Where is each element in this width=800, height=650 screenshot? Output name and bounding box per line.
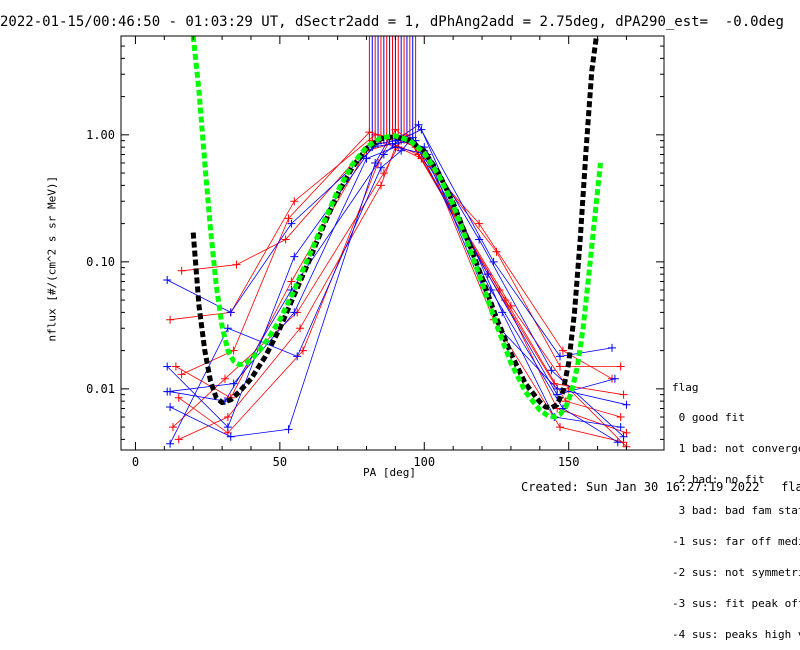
- data-point-red: [220, 374, 229, 383]
- series-line-blue: [169, 136, 619, 444]
- plot-frame: [120, 35, 665, 451]
- data-point-red: [298, 346, 307, 355]
- series-line-red: [181, 131, 621, 418]
- data-point-blue: [166, 439, 175, 448]
- data-point-blue: [226, 432, 235, 441]
- data-point-red: [177, 266, 186, 275]
- legend-item: 2 bad: no fit: [672, 473, 765, 487]
- data-point-blue: [284, 425, 293, 434]
- data-point-blue: [616, 423, 625, 432]
- x-tick-label: 150: [558, 455, 580, 469]
- plot-area: [163, 36, 631, 450]
- data-point-red: [177, 370, 186, 379]
- data-point-red: [556, 423, 565, 432]
- data-point-blue: [376, 163, 385, 172]
- data-point-red: [174, 435, 183, 444]
- data-point-blue: [619, 432, 628, 441]
- chart-title: 2022-01-15/00:46:50 - 01:03:29 UT, dSect…: [0, 14, 784, 30]
- data-point-red: [284, 214, 293, 223]
- fit-curve-green: [190, 36, 603, 420]
- data-point-red: [290, 197, 299, 206]
- legend-item: -3 sus: fit peak off 90: [672, 596, 800, 610]
- legend-title: flag: [672, 380, 699, 394]
- legend-item: 1 bad: not converge: [672, 442, 800, 456]
- data-point-blue: [622, 400, 631, 409]
- data-point-blue: [223, 423, 232, 432]
- data-point-red: [616, 413, 625, 422]
- data-point-blue: [290, 252, 299, 261]
- data-point-red: [475, 219, 484, 228]
- data-point-blue: [163, 387, 172, 396]
- data-point-blue: [293, 352, 302, 361]
- data-point-red: [174, 393, 183, 402]
- data-point-blue: [290, 308, 299, 317]
- data-point-blue: [226, 308, 235, 317]
- data-point-blue: [489, 257, 498, 266]
- legend-item: -1 sus: far off median: [672, 535, 800, 549]
- y-tick-label: 1.00: [86, 128, 115, 142]
- data-point-blue: [414, 120, 423, 129]
- data-point-red: [556, 362, 565, 371]
- data-point-red: [168, 423, 177, 432]
- data-point-blue: [163, 275, 172, 284]
- data-point-blue: [371, 159, 380, 168]
- data-point-red: [391, 125, 400, 134]
- data-point-red: [616, 362, 625, 371]
- data-point-blue: [475, 235, 484, 244]
- data-point-red: [558, 346, 567, 355]
- data-point-blue: [547, 366, 556, 375]
- data-point-red: [296, 324, 305, 333]
- y-tick-label: 0.10: [86, 255, 115, 269]
- fit-curve-black: [190, 36, 599, 411]
- series-line-red: [170, 134, 621, 367]
- data-point-red: [287, 277, 296, 286]
- data-point-blue: [163, 362, 172, 371]
- x-axis-label: PA [deg]: [363, 466, 416, 479]
- data-point-red: [619, 390, 628, 399]
- series-line-blue: [167, 124, 613, 357]
- data-point-red: [229, 346, 238, 355]
- data-point-red: [281, 235, 290, 244]
- chart-canvas: 0 50 100 150 0.01 0.10 1.00: [86, 35, 665, 469]
- x-tick-label: 100: [413, 455, 435, 469]
- data-point-blue: [610, 374, 619, 383]
- y-tick-label: 0.01: [86, 382, 115, 396]
- data-point-red: [365, 128, 374, 137]
- data-point-red: [506, 301, 515, 310]
- data-point-red: [379, 169, 388, 178]
- data-point-blue: [229, 379, 238, 388]
- created-footer: Created: Sun Jan 30 16:27:19 2022 flag =…: [521, 480, 800, 494]
- legend-item: -4 sus: peaks high vs 90: [672, 627, 800, 641]
- data-point-red: [171, 362, 180, 371]
- data-point-blue: [553, 384, 562, 393]
- data-point-blue: [287, 219, 296, 228]
- legend-item: 3 bad: bad fam stat: [672, 504, 800, 518]
- data-point-red: [492, 247, 501, 256]
- data-point-blue: [613, 438, 622, 447]
- data-point-blue: [391, 143, 400, 152]
- data-point-blue: [556, 352, 565, 361]
- x-tick-label: 0: [132, 455, 139, 469]
- legend-item: 0 good fit: [672, 411, 745, 425]
- data-point-blue: [608, 343, 617, 352]
- data-point-red: [223, 413, 232, 422]
- y-axis-label: nflux [#/(cm^2 s sr MeV)]: [45, 175, 59, 342]
- data-point-red: [232, 260, 241, 269]
- data-point-blue: [417, 125, 426, 134]
- data-point-blue: [223, 324, 232, 333]
- flag-legend: flag 0 good fit 1 bad: not converge 2 ba…: [672, 362, 800, 650]
- legend-item: -2 sus: not symmetric: [672, 565, 800, 579]
- data-point-blue: [362, 154, 371, 163]
- data-point-red: [376, 181, 385, 190]
- x-tick-label: 50: [273, 455, 287, 469]
- data-point-blue: [166, 402, 175, 411]
- data-point-red: [166, 315, 175, 324]
